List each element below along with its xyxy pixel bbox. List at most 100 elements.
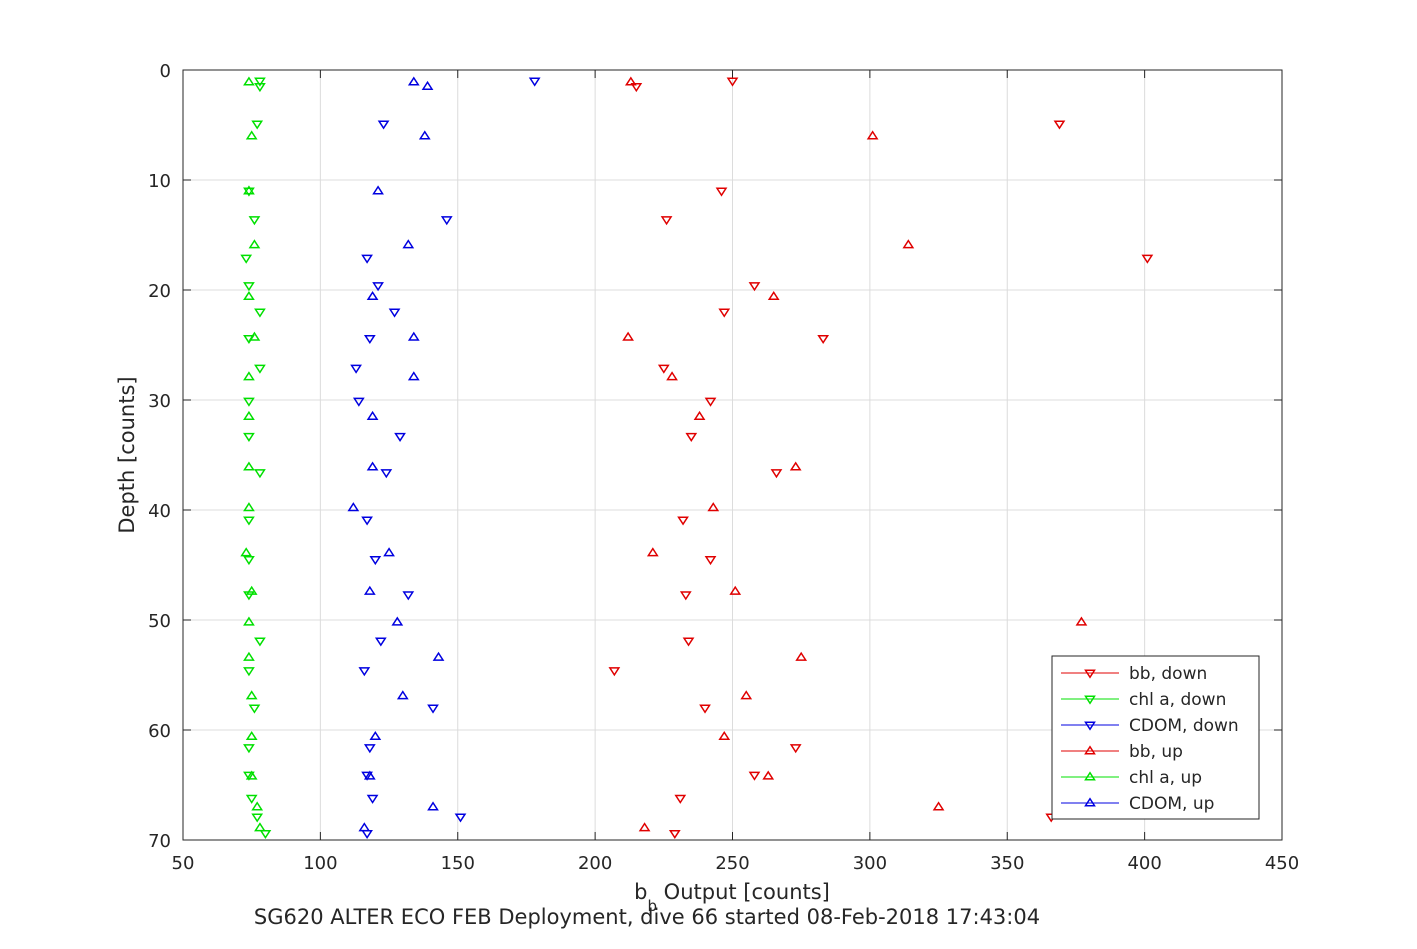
data-point (454, 813, 467, 823)
data-point (668, 829, 681, 840)
data-point (372, 282, 384, 292)
y-tick-label: 0 (160, 61, 171, 82)
x-tick-label: 150 (441, 853, 475, 874)
legend-marker (1084, 771, 1096, 781)
data-point (396, 690, 409, 700)
data-point (245, 130, 258, 140)
data-point (380, 469, 393, 479)
y-tick-label: 70 (148, 831, 171, 852)
data-point (383, 547, 395, 557)
data-point (369, 556, 382, 566)
data-point (243, 432, 255, 442)
data-point (748, 282, 761, 292)
data-point (363, 744, 376, 754)
data-point (251, 813, 264, 823)
legend-label: chl a, down (1129, 690, 1226, 710)
data-point (407, 331, 420, 341)
data-point (254, 364, 266, 374)
data-point (770, 469, 783, 479)
data-point (240, 254, 253, 264)
data-point (248, 331, 261, 341)
data-point (402, 239, 415, 249)
data-point (699, 704, 711, 714)
data-point (254, 308, 266, 318)
data-point (388, 308, 401, 318)
data-point (243, 771, 255, 781)
data-point (762, 770, 775, 780)
legend: bb, down chl a, down CDOM, down bb, up chl a… (1051, 655, 1260, 820)
data-point (240, 547, 253, 557)
chart-caption: SG620 ALTER ECO FEB Deployment, dive 66 … (254, 905, 1040, 929)
data-point (421, 80, 434, 90)
data-point (704, 556, 717, 566)
x-tick-label: 200 (578, 853, 612, 874)
data-point (402, 591, 415, 601)
data-point (254, 469, 266, 479)
data-point (243, 516, 255, 526)
data-point (248, 704, 261, 714)
data-point (358, 822, 371, 832)
data-point (347, 502, 360, 512)
x-tick-label: 250 (715, 853, 749, 874)
legend-entry: bb, up (1061, 742, 1183, 762)
data-point (726, 77, 739, 87)
data-point (243, 556, 255, 566)
data-point (366, 290, 379, 301)
data-point (245, 690, 258, 700)
data-point (682, 637, 695, 647)
data-point (243, 371, 255, 381)
data-point (251, 120, 264, 130)
data-point (361, 254, 373, 264)
x-tick-label: 300 (853, 853, 887, 874)
legend-marker (1084, 797, 1096, 807)
data-point (254, 637, 266, 647)
series-bb-up (622, 76, 1088, 832)
legend-label: bb, down (1129, 664, 1207, 684)
data-point (259, 829, 272, 840)
data-point (902, 239, 915, 249)
data-point (254, 822, 266, 832)
data-point (608, 667, 621, 677)
data-point (394, 432, 406, 442)
data-point (677, 516, 689, 526)
data-point (715, 187, 728, 197)
data-point (361, 829, 373, 840)
data-point (243, 185, 255, 195)
y-tick-label: 30 (148, 391, 171, 412)
y-tick-label: 50 (148, 611, 171, 632)
legend-entry: CDOM, down (1061, 716, 1239, 736)
x-tick-label: 450 (1265, 853, 1299, 874)
x-tick-label: 100 (303, 853, 337, 874)
data-point (254, 83, 266, 93)
series-chl-a-up (240, 76, 266, 832)
data-point (657, 364, 670, 374)
data-point (718, 730, 731, 741)
data-point (866, 130, 879, 140)
data-point (1075, 616, 1088, 626)
data-point (638, 822, 651, 832)
data-point (243, 667, 255, 677)
data-point (366, 794, 379, 804)
data-point (243, 616, 255, 626)
x-tick-label: 350 (990, 853, 1024, 874)
data-point (358, 667, 371, 677)
data-point (377, 120, 390, 130)
x-axis-title: bb Output [counts] (634, 880, 830, 915)
data-point (685, 432, 698, 442)
data-point (254, 77, 266, 87)
data-point (369, 730, 382, 741)
data-point (243, 744, 255, 754)
data-point (243, 502, 255, 512)
data-point (427, 704, 439, 714)
legend-box (1051, 655, 1260, 820)
data-point (374, 637, 387, 647)
data-point (679, 591, 692, 601)
data-point (630, 83, 643, 93)
data-point (248, 216, 261, 226)
data-point (817, 334, 830, 345)
legend-entry: chl a, up (1061, 768, 1202, 788)
data-point (660, 216, 673, 226)
data-point (427, 801, 439, 811)
